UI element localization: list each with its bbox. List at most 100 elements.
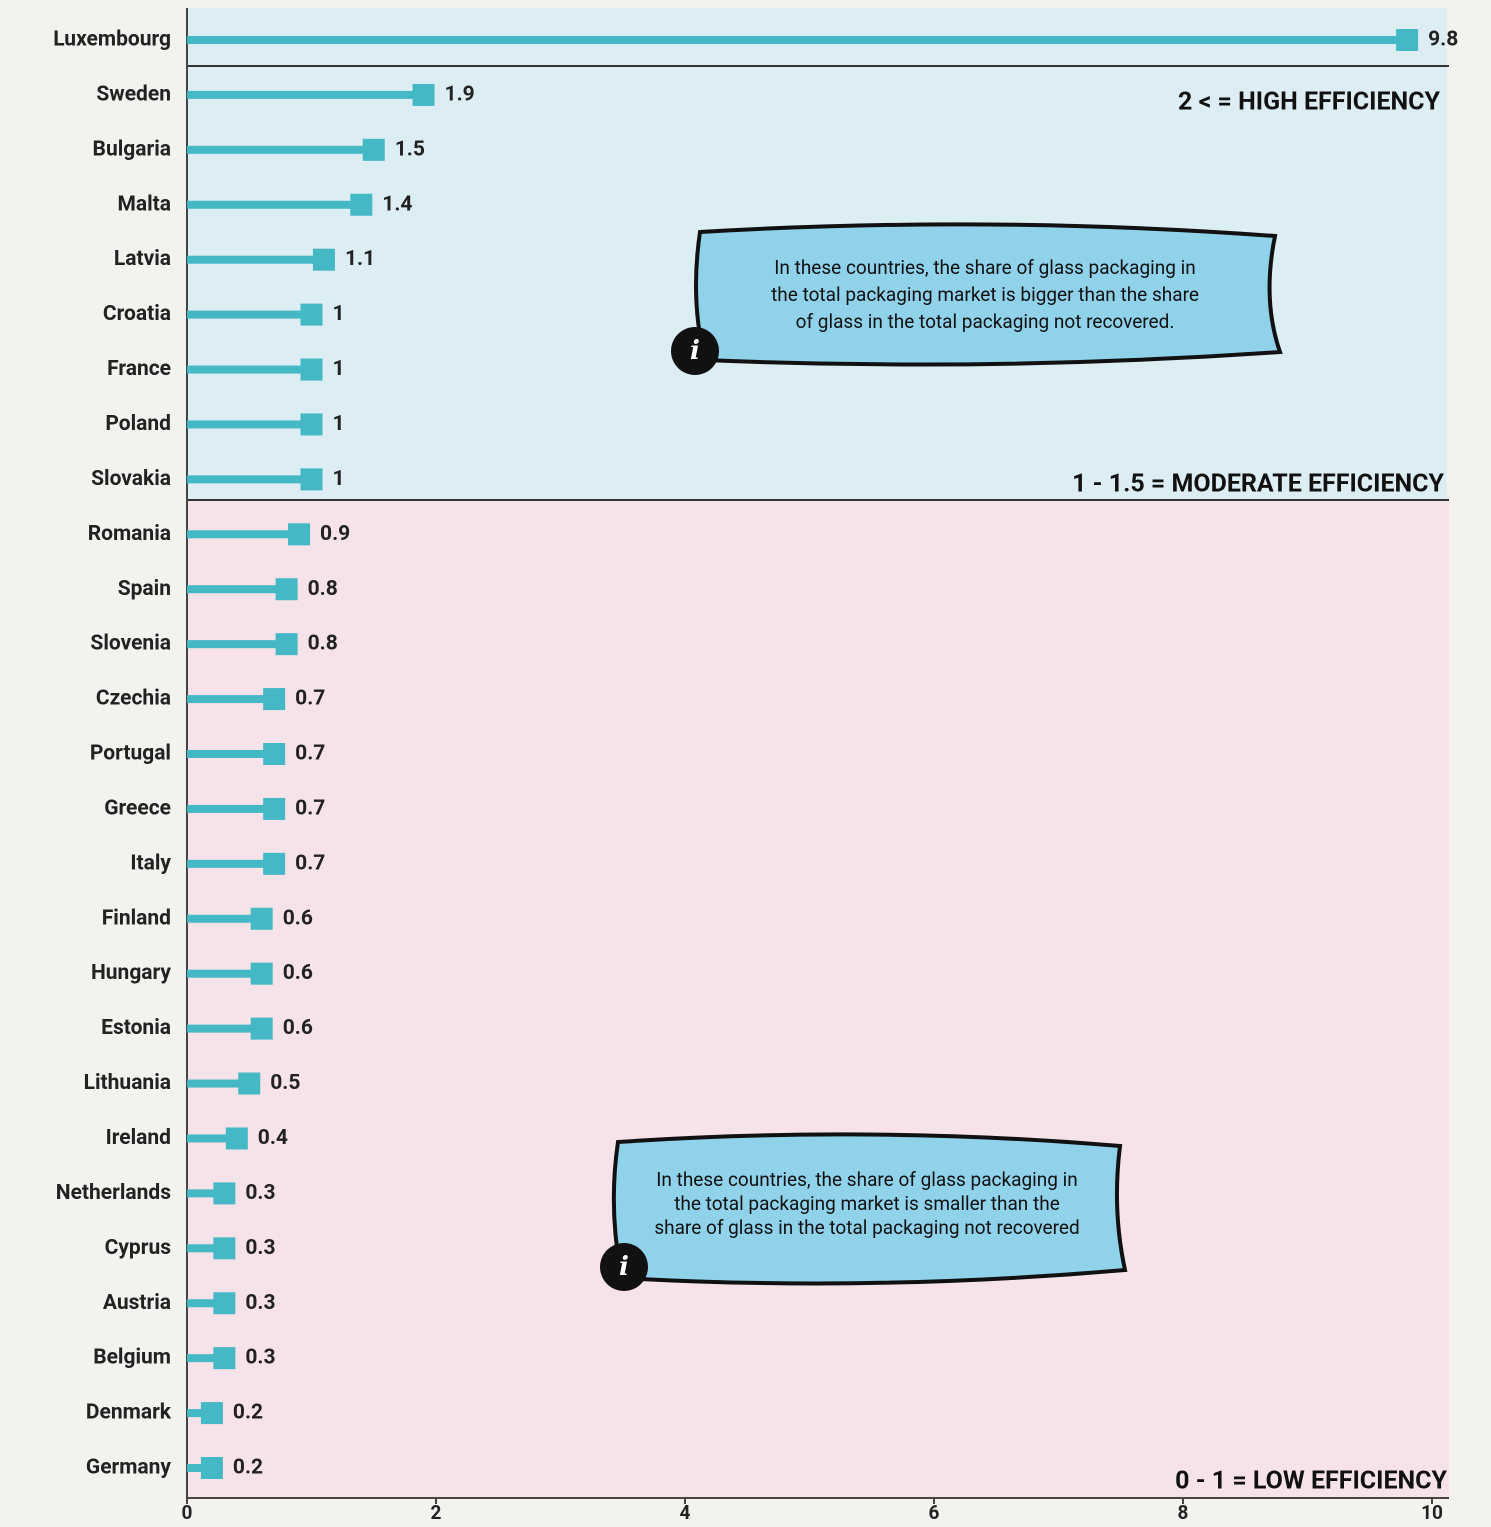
bar bbox=[187, 1464, 212, 1472]
bar-marker bbox=[263, 797, 286, 820]
bar bbox=[187, 640, 287, 649]
bar bbox=[187, 1244, 225, 1253]
bar bbox=[187, 365, 312, 374]
x-tick-label: 10 bbox=[1421, 1501, 1443, 1524]
bar-marker bbox=[263, 688, 286, 711]
bar-marker bbox=[288, 523, 311, 546]
value-label: 0.6 bbox=[283, 1016, 313, 1040]
bar bbox=[187, 750, 275, 758]
annotation-line: the total packaging market is bigger tha… bbox=[771, 283, 1199, 306]
y-tick-label: Estonia bbox=[101, 1016, 171, 1040]
bar bbox=[187, 804, 275, 813]
bar-marker bbox=[300, 303, 323, 326]
y-tick-label: Malta bbox=[117, 192, 171, 216]
bar-marker bbox=[200, 1402, 223, 1425]
bar-marker bbox=[362, 138, 385, 161]
y-tick-label: Ireland bbox=[106, 1126, 171, 1150]
bar-marker bbox=[213, 1292, 236, 1315]
bar bbox=[187, 1189, 225, 1198]
x-tick-label: 8 bbox=[1178, 1501, 1189, 1524]
value-label: 0.2 bbox=[233, 1456, 263, 1480]
y-tick-label: Croatia bbox=[103, 302, 171, 326]
value-label: 0.4 bbox=[258, 1126, 288, 1150]
value-label: 0.3 bbox=[245, 1346, 275, 1370]
value-label: 1 bbox=[333, 467, 345, 491]
value-label: 0.6 bbox=[283, 961, 313, 985]
bar bbox=[187, 1409, 212, 1418]
y-tick-label: Netherlands bbox=[56, 1181, 171, 1205]
bar-marker bbox=[250, 907, 273, 930]
bar-marker bbox=[250, 1017, 273, 1040]
bar-marker bbox=[263, 852, 286, 875]
zone-label: 0 - 1 = LOW EFFICIENCY bbox=[1175, 1467, 1447, 1496]
info-icon-label: i bbox=[619, 1252, 629, 1282]
y-tick-label: France bbox=[107, 357, 171, 381]
value-label: 1.9 bbox=[445, 82, 475, 106]
x-tick-label: 6 bbox=[929, 1501, 940, 1524]
zone-label: 2 < = HIGH EFFICIENCY bbox=[1178, 88, 1440, 117]
y-tick-label: Finland bbox=[102, 906, 171, 930]
y-tick-label: Lithuania bbox=[84, 1071, 171, 1095]
bar-marker bbox=[200, 1457, 223, 1479]
info-icon-label: i bbox=[690, 336, 700, 366]
bar bbox=[187, 585, 287, 594]
value-label: 0.5 bbox=[270, 1071, 300, 1095]
bar bbox=[187, 859, 275, 868]
y-tick-label: Latvia bbox=[114, 247, 171, 271]
value-label: 0.7 bbox=[295, 687, 325, 711]
value-label: 0.3 bbox=[245, 1236, 275, 1260]
bar-marker bbox=[275, 633, 298, 656]
bar bbox=[187, 1134, 237, 1143]
bar-marker bbox=[238, 1072, 261, 1095]
bar-marker bbox=[300, 468, 323, 491]
value-label: 0.9 bbox=[320, 522, 350, 546]
y-tick-label: Hungary bbox=[91, 961, 171, 985]
y-tick-label: Sweden bbox=[96, 82, 171, 106]
y-tick-label: Cyprus bbox=[105, 1236, 172, 1260]
annotation-line: In these countries, the share of glass p… bbox=[656, 1168, 1078, 1191]
bar-marker bbox=[213, 1182, 236, 1205]
bar bbox=[187, 1079, 250, 1088]
value-label: 1.1 bbox=[345, 247, 375, 271]
annotation-line: the total packaging market is smaller th… bbox=[674, 1192, 1060, 1215]
value-label: 0.7 bbox=[295, 742, 325, 766]
bar bbox=[187, 914, 262, 923]
info-icon bbox=[600, 1243, 648, 1291]
y-tick-label: Germany bbox=[86, 1456, 172, 1480]
x-tick-label: 4 bbox=[680, 1501, 691, 1524]
y-tick-label: Slovakia bbox=[91, 467, 171, 491]
bar bbox=[187, 255, 324, 264]
bar-marker bbox=[263, 743, 286, 765]
value-label: 0.6 bbox=[283, 906, 313, 930]
bar bbox=[187, 1024, 262, 1033]
value-label: 9.8 bbox=[1428, 28, 1458, 52]
bar bbox=[187, 420, 312, 429]
value-label: 0.3 bbox=[245, 1181, 275, 1205]
y-tick-label: Poland bbox=[105, 412, 171, 436]
annotation-line: In these countries, the share of glass p… bbox=[774, 256, 1196, 279]
bar bbox=[187, 90, 424, 99]
value-label: 0.8 bbox=[308, 577, 338, 601]
value-label: 1 bbox=[333, 357, 345, 381]
y-tick-label: Italy bbox=[130, 851, 171, 875]
y-tick-label: Luxembourg bbox=[53, 28, 171, 52]
value-label: 1 bbox=[333, 412, 345, 436]
y-tick-label: Czechia bbox=[96, 687, 171, 711]
zone-label: 1 - 1.5 = MODERATE EFFICIENCY bbox=[1072, 470, 1444, 499]
bar bbox=[187, 145, 374, 154]
y-tick-label: Portugal bbox=[90, 742, 171, 766]
bar bbox=[187, 1299, 225, 1308]
y-tick-label: Austria bbox=[103, 1291, 171, 1315]
bar-marker bbox=[300, 413, 323, 436]
y-tick-label: Denmark bbox=[86, 1401, 172, 1425]
bar-marker bbox=[275, 578, 298, 601]
bar-marker bbox=[213, 1347, 236, 1370]
bar bbox=[187, 1354, 225, 1363]
bar bbox=[187, 36, 1408, 44]
value-label: 0.2 bbox=[233, 1401, 263, 1425]
bar bbox=[187, 695, 275, 704]
bar-marker bbox=[225, 1127, 248, 1150]
value-label: 0.8 bbox=[308, 632, 338, 656]
bar-marker bbox=[350, 193, 373, 216]
